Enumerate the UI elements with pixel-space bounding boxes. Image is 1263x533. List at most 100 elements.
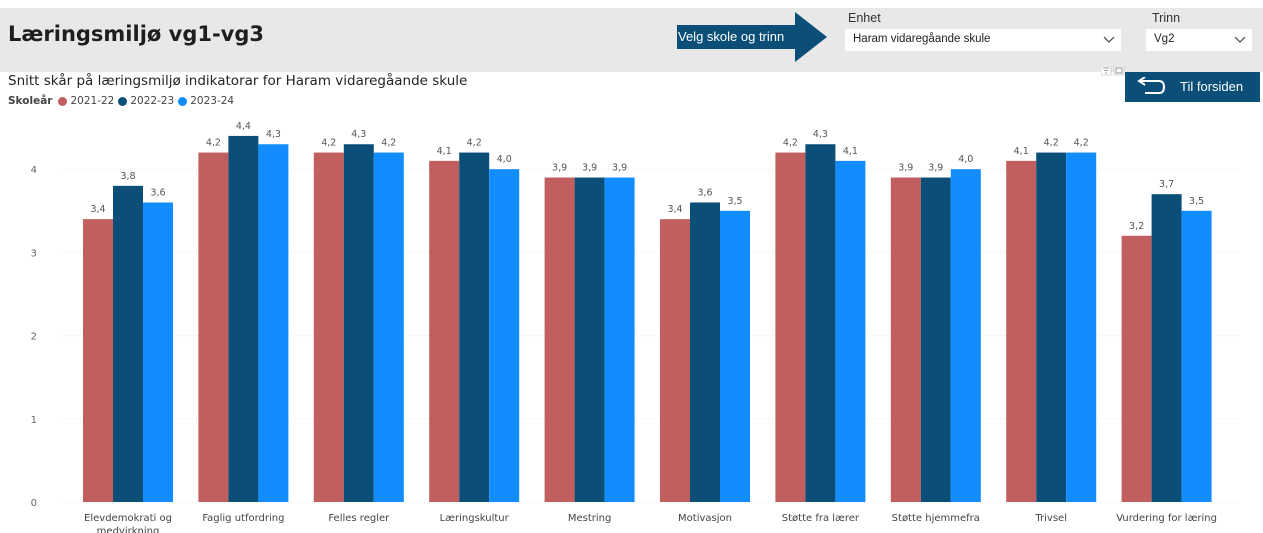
bar	[890, 177, 921, 502]
data-label: 4,1	[1014, 146, 1029, 157]
bar	[198, 152, 229, 502]
x-tick-label: medvirkning	[97, 526, 160, 533]
legend-title: Skoleår	[8, 95, 53, 107]
data-label: 3,4	[90, 204, 105, 215]
data-label: 4,2	[783, 138, 798, 149]
bar	[690, 202, 720, 503]
chart-title: Snitt skår på læringsmiljø indikatorar f…	[8, 73, 468, 89]
data-label: 3,9	[552, 163, 567, 174]
enhet-dropdown[interactable]: Haram vidaregåande skule	[845, 29, 1121, 51]
data-label: 4,0	[497, 154, 512, 165]
bar	[373, 152, 404, 502]
legend-item-2021-22[interactable]: 2021-22	[58, 95, 114, 107]
x-tick-label: Elevdemokrati og	[84, 513, 172, 524]
data-label: 3,8	[120, 171, 135, 182]
data-label: 3,9	[898, 163, 913, 174]
data-label: 3,9	[928, 163, 943, 174]
bar	[258, 144, 289, 503]
legend-label: 2022-23	[130, 95, 175, 107]
data-label: 4,3	[266, 129, 281, 140]
bar	[775, 152, 806, 502]
bar	[1121, 235, 1152, 502]
x-tick-label: Læringskultur	[440, 513, 510, 524]
bar	[950, 169, 981, 502]
bar	[459, 152, 490, 502]
undo-arrow-icon	[1137, 77, 1166, 94]
data-label: 3,6	[697, 187, 712, 198]
data-label: 3,9	[612, 163, 627, 174]
bar	[429, 160, 460, 502]
bar	[835, 160, 866, 502]
y-tick-label: 3	[31, 248, 37, 259]
x-tick-label: Motivasjon	[678, 513, 732, 524]
callout-text: Velg skole og trinn	[678, 29, 785, 44]
arrow-right-icon	[677, 12, 827, 62]
bar	[113, 185, 143, 502]
chevron-down-icon	[1234, 36, 1246, 43]
chart-legend: Skoleår 2021-22 2022-23 2023-24	[8, 95, 238, 107]
data-label: 3,5	[727, 196, 742, 207]
y-tick-label: 0	[31, 498, 37, 509]
data-label: 3,9	[582, 163, 597, 174]
bar	[143, 202, 173, 503]
x-tick-label: Støtte hjemmefra	[892, 513, 980, 524]
trinn-dropdown[interactable]: Vg2	[1146, 29, 1252, 51]
data-label: 4,1	[437, 146, 452, 157]
bar	[1066, 152, 1097, 502]
x-tick-label: Vurdering for læring	[1116, 513, 1217, 524]
data-label: 4,2	[1074, 138, 1089, 149]
filter-icon[interactable]	[1100, 65, 1112, 76]
bar	[544, 177, 575, 502]
y-tick-label: 2	[31, 332, 37, 343]
back-to-home-button[interactable]: Til forsiden	[1125, 72, 1260, 102]
x-tick-label: Faglig utfordring	[202, 513, 284, 524]
legend-label: 2021-22	[70, 95, 115, 107]
data-label: 4,2	[381, 138, 396, 149]
bar	[83, 219, 113, 502]
data-label: 3,4	[667, 204, 682, 215]
bar	[1181, 210, 1212, 503]
bar	[1151, 194, 1182, 502]
page-title: Læringsmiljø vg1-vg3	[8, 22, 265, 46]
back-button-label: Til forsiden	[1180, 79, 1244, 94]
data-label: 3,6	[150, 187, 165, 198]
legend-dot	[58, 96, 68, 106]
legend-dot	[118, 96, 128, 106]
chevron-down-icon	[1103, 36, 1115, 43]
bar	[1036, 152, 1067, 502]
data-label: 3,5	[1189, 196, 1204, 207]
data-label: 3,7	[1159, 179, 1174, 190]
y-tick-label: 4	[31, 165, 37, 176]
data-label: 4,2	[206, 138, 221, 149]
x-tick-label: Støtte fra lærer	[782, 513, 860, 524]
focus-icon[interactable]	[1113, 65, 1125, 76]
trinn-label: Trinn	[1152, 11, 1181, 25]
data-label: 4,1	[843, 146, 858, 157]
bar	[805, 144, 836, 503]
bar	[574, 177, 605, 502]
data-label: 4,0	[958, 154, 973, 165]
data-label: 3,2	[1129, 221, 1144, 232]
enhet-value: Haram vidaregåande skule	[853, 33, 991, 45]
legend-item-2023-24[interactable]: 2023-24	[178, 95, 234, 107]
callout-arrow: Velg skole og trinn	[677, 12, 837, 62]
legend-label: 2023-24	[190, 95, 235, 107]
legend-dot	[178, 96, 188, 106]
bar	[604, 177, 635, 502]
data-label: 4,2	[467, 138, 482, 149]
data-label: 4,4	[236, 121, 251, 132]
enhet-label: Enhet	[848, 11, 881, 25]
visual-header-icons	[1100, 61, 1131, 76]
legend-item-2022-23[interactable]: 2022-23	[118, 95, 174, 107]
bar	[313, 152, 344, 502]
bar	[343, 144, 374, 503]
bar	[489, 169, 520, 502]
data-label: 4,3	[351, 129, 366, 140]
x-tick-label: Felles regler	[328, 513, 390, 524]
x-tick-label: Trivsel	[1034, 513, 1067, 524]
data-label: 4,2	[321, 138, 336, 149]
y-tick-label: 1	[31, 415, 37, 426]
bar	[720, 210, 750, 503]
bar	[1006, 160, 1037, 502]
bar	[228, 135, 259, 503]
